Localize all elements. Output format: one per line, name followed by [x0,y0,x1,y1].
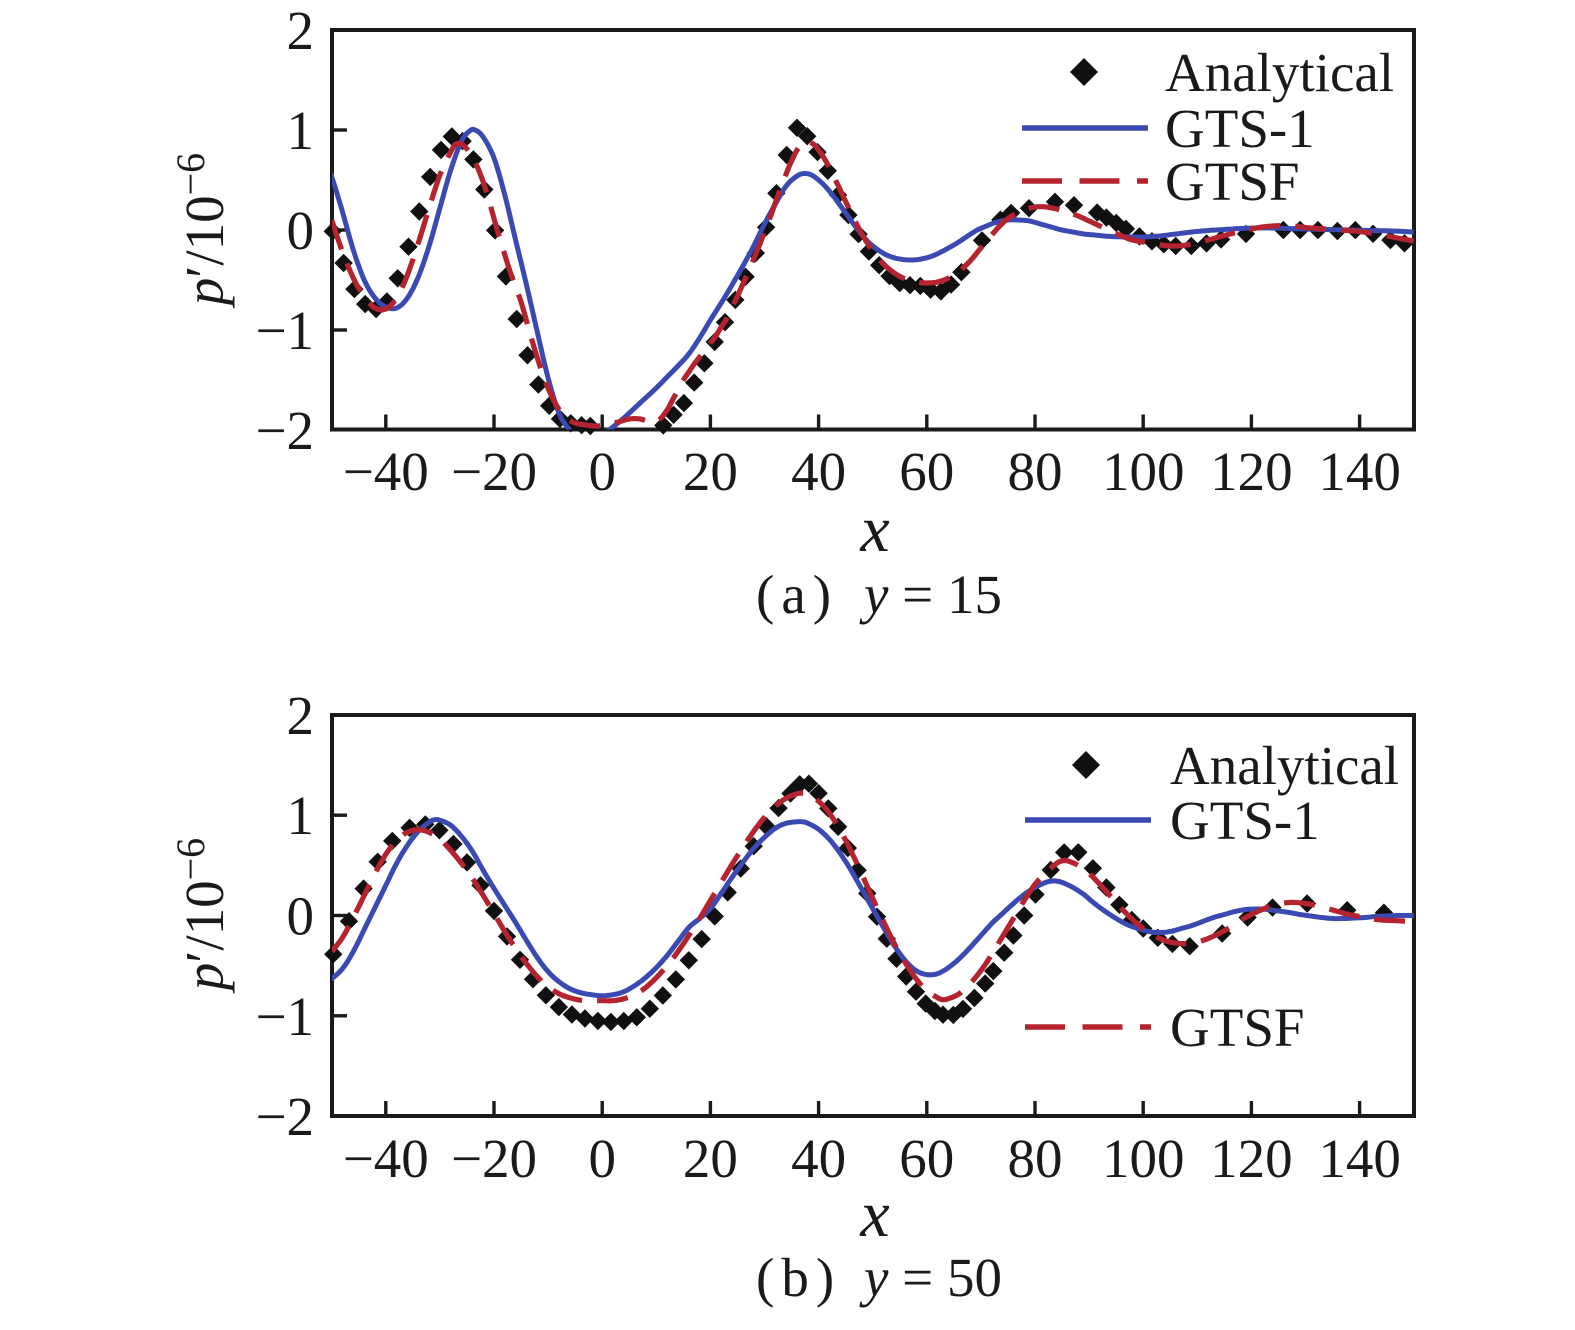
svg-text:0: 0 [287,886,315,947]
svg-text:GTSF: GTSF [1165,151,1300,212]
svg-text:140: 140 [1318,1128,1401,1189]
svg-text:140: 140 [1318,441,1401,502]
svg-text:Analytical: Analytical [1165,42,1394,103]
svg-text:−40: −40 [343,1128,429,1189]
svg-text:(a): (a) [756,564,838,625]
svg-text:−2: −2 [255,1086,314,1147]
svg-text:−1: −1 [255,300,314,361]
svg-text:2: 2 [287,0,315,61]
svg-text:20: 20 [683,1128,738,1189]
svg-text:−1: −1 [255,986,314,1047]
svg-text:0: 0 [588,1128,616,1189]
svg-text:y = 15: y = 15 [859,564,1002,625]
svg-text:(b): (b) [756,1247,841,1308]
svg-text:100: 100 [1102,441,1185,502]
svg-text:−20: −20 [451,1128,537,1189]
svg-text:Analytical: Analytical [1170,735,1399,796]
svg-text:GTSF: GTSF [1170,997,1305,1058]
svg-text:60: 60 [899,441,954,502]
svg-text:1: 1 [287,100,315,161]
svg-text:80: 80 [1008,1128,1063,1189]
svg-text:2: 2 [287,685,315,746]
svg-text:120: 120 [1210,1128,1293,1189]
svg-text:1: 1 [287,785,315,846]
svg-text:40: 40 [791,1128,846,1189]
svg-text:x: x [859,1178,889,1251]
svg-text:60: 60 [899,1128,954,1189]
svg-text:0: 0 [287,200,315,261]
svg-text:20: 20 [683,441,738,502]
svg-text:120: 120 [1210,441,1293,502]
svg-text:−40: −40 [343,441,429,502]
svg-text:GTS-1: GTS-1 [1165,98,1315,159]
svg-text:40: 40 [791,441,846,502]
svg-text:GTS-1: GTS-1 [1170,790,1320,851]
svg-text:x: x [859,493,889,566]
svg-text:80: 80 [1008,441,1063,502]
svg-text:−2: −2 [255,400,314,461]
svg-text:100: 100 [1102,1128,1185,1189]
svg-text:y = 50: y = 50 [859,1247,1002,1308]
svg-text:0: 0 [588,441,616,502]
svg-text:−20: −20 [451,441,537,502]
